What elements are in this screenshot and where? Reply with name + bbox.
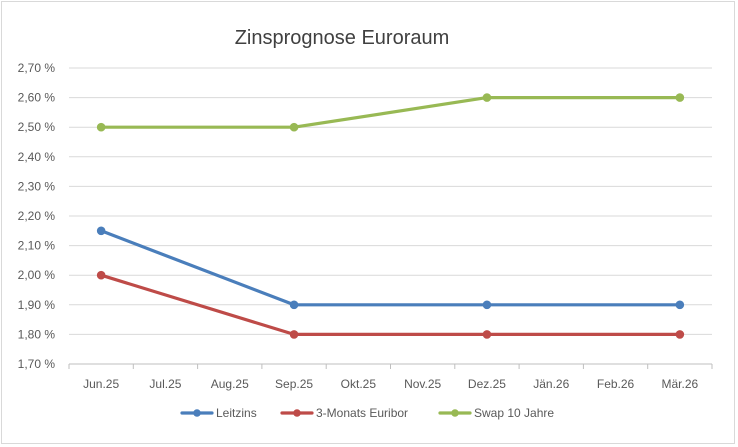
x-tick-label: Jul.25 — [149, 377, 181, 391]
x-tick-label: Nov.25 — [404, 377, 441, 391]
x-tick-label: Okt.25 — [341, 377, 377, 391]
data-point — [289, 330, 299, 339]
legend-label: Leitzins — [216, 406, 257, 420]
legend-label: Swap 10 Jahre — [474, 406, 554, 420]
y-tick-label: 2,10 % — [18, 239, 56, 253]
legend-item: Leitzins — [180, 406, 257, 420]
legend: Leitzins 3-Monats Euribor Swap 10 Jahre — [180, 406, 554, 420]
series-line — [99, 273, 682, 336]
y-tick-label: 1,80 % — [18, 327, 56, 341]
data-point — [482, 330, 492, 339]
data-point — [675, 300, 685, 310]
y-tick-label: 2,30 % — [18, 179, 56, 193]
x-tick-label: Dez.25 — [468, 377, 506, 391]
x-tick-label: Sep.25 — [275, 377, 313, 391]
legend-item: 3-Monats Euribor — [280, 406, 408, 420]
data-point — [482, 300, 492, 310]
x-tick-label: Mär.26 — [662, 377, 699, 391]
legend-label: 3-Monats Euribor — [316, 406, 408, 420]
data-point — [482, 93, 492, 102]
y-tick-label: 2,00 % — [18, 268, 56, 282]
chart-title: Zinsprognose Euroraum — [235, 27, 450, 49]
series-3-monats-euribor — [96, 270, 685, 339]
legend-marker — [293, 409, 301, 417]
y-axis-ticks: 1,70 % 1,80 % 1,90 % 2,00 % 2,10 % 2,20 % 2,30… — [18, 61, 56, 371]
data-point — [289, 300, 299, 310]
x-tick-label: Jun.25 — [83, 377, 119, 391]
series-swap-10-jahre — [96, 93, 685, 132]
data-point — [675, 330, 685, 339]
series-line — [99, 229, 682, 307]
data-point — [675, 93, 685, 102]
x-axis-ticks: Jun.25 Jul.25 Aug.25 Sep.25 Okt.25 Nov.25 Dez.… — [68, 364, 713, 391]
x-tick-label: Jän.26 — [533, 377, 569, 391]
data-point — [96, 270, 106, 280]
y-tick-label: 1,70 % — [18, 357, 56, 371]
series-line — [99, 95, 682, 129]
legend-marker — [451, 409, 459, 417]
series-leitzins — [96, 226, 685, 310]
y-tick-label: 1,90 % — [18, 298, 56, 312]
y-tick-label: 2,40 % — [18, 150, 56, 164]
y-tick-label: 2,20 % — [18, 209, 56, 223]
legend-marker — [193, 409, 201, 417]
data-point — [96, 122, 106, 132]
data-point — [289, 122, 299, 132]
data-point — [96, 226, 106, 236]
series-lines — [96, 93, 685, 339]
x-tick-label: Feb.26 — [597, 377, 635, 391]
y-tick-label: 2,50 % — [18, 120, 56, 134]
y-tick-label: 2,60 % — [18, 91, 56, 105]
legend-item: Swap 10 Jahre — [438, 406, 554, 420]
y-tick-label: 2,70 % — [18, 61, 56, 75]
x-tick-label: Aug.25 — [211, 377, 249, 391]
